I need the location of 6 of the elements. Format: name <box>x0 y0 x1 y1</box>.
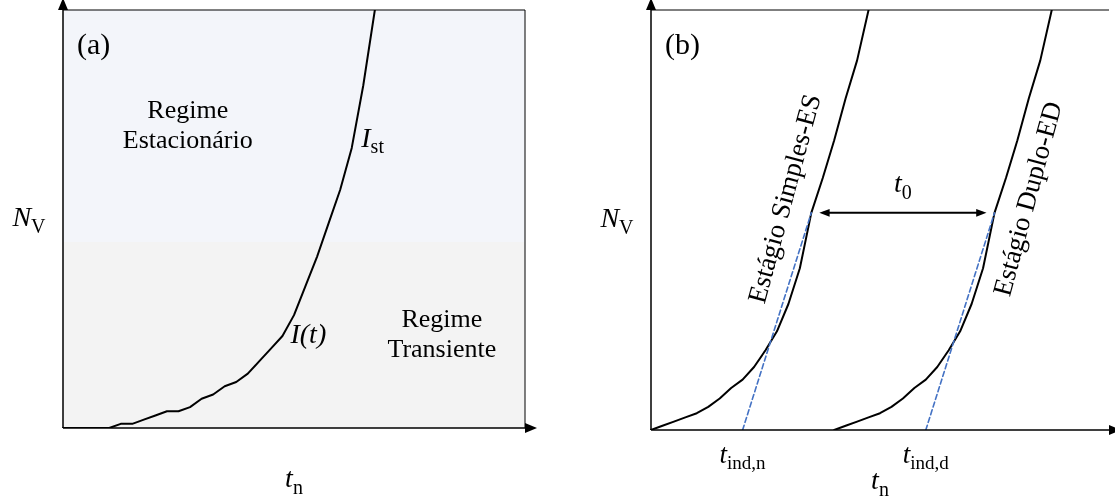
band-label: Regime Transiente <box>387 303 497 363</box>
legend-label: Estágio Duplo-ED <box>986 98 1068 300</box>
text: (b) <box>665 26 700 61</box>
annotation: I(t) <box>289 318 327 350</box>
band-label: Regime Estacionário <box>122 94 253 154</box>
text: (a) <box>77 26 111 61</box>
